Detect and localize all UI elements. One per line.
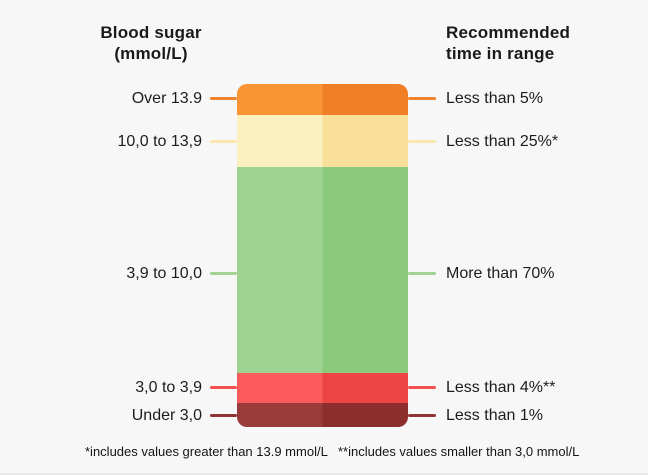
band-3-9-to-10-0-in-range xyxy=(237,167,408,373)
left-column-title-line2: (mmol/L) xyxy=(114,44,188,63)
footnote-high-values: *includes values greater than 13.9 mmol/… xyxy=(85,444,328,459)
stacked-range-bar xyxy=(237,84,408,427)
tick-over-13-9-right xyxy=(408,97,436,100)
left-column-title-line1: Blood sugar xyxy=(100,23,202,42)
time-label-less-than-5pct: Less than 5% xyxy=(446,90,543,107)
time-label-less-than-1pct: Less than 1% xyxy=(446,407,543,424)
range-label-3-0-to-3-9: 3,0 to 3,9 xyxy=(135,379,202,396)
tick-3-9-to-10-0-right xyxy=(408,272,436,275)
tick-3-0-to-3-9-left xyxy=(210,386,237,389)
tick-under-3-0-left xyxy=(210,414,237,417)
tick-3-0-to-3-9-right xyxy=(408,386,436,389)
time-label-less-than-25pct: Less than 25%* xyxy=(446,133,559,150)
right-column-title-line1: Recommended xyxy=(446,23,571,42)
tick-10-0-to-13-9-left xyxy=(210,140,237,143)
right-column-title: Recommended time in range xyxy=(446,22,570,64)
band-under-3-0 xyxy=(237,403,408,427)
range-label-10-0-to-13-9: 10,0 to 13,9 xyxy=(117,133,202,150)
band-3-0-to-3-9 xyxy=(237,373,408,403)
bottom-divider xyxy=(0,473,648,475)
band-over-13-9 xyxy=(237,84,408,115)
right-column-title-line2: time in range xyxy=(446,44,555,63)
tick-10-0-to-13-9-right xyxy=(408,140,436,143)
range-label-3-9-to-10-0: 3,9 to 10,0 xyxy=(126,265,202,282)
tick-3-9-to-10-0-left xyxy=(210,272,237,275)
band-10-0-to-13-9 xyxy=(237,115,408,167)
time-label-more-than-70pct: More than 70% xyxy=(446,265,555,282)
left-column-title: Blood sugar (mmol/L) xyxy=(60,22,242,64)
tick-under-3-0-right xyxy=(408,414,436,417)
tick-over-13-9-left xyxy=(210,97,237,100)
range-label-under-3-0: Under 3,0 xyxy=(131,407,202,424)
time-label-less-than-4pct: Less than 4%** xyxy=(446,379,556,396)
range-label-over-13-9: Over 13.9 xyxy=(131,90,202,107)
footnote-low-values: **includes values smaller than 3,0 mmol/… xyxy=(338,444,580,459)
